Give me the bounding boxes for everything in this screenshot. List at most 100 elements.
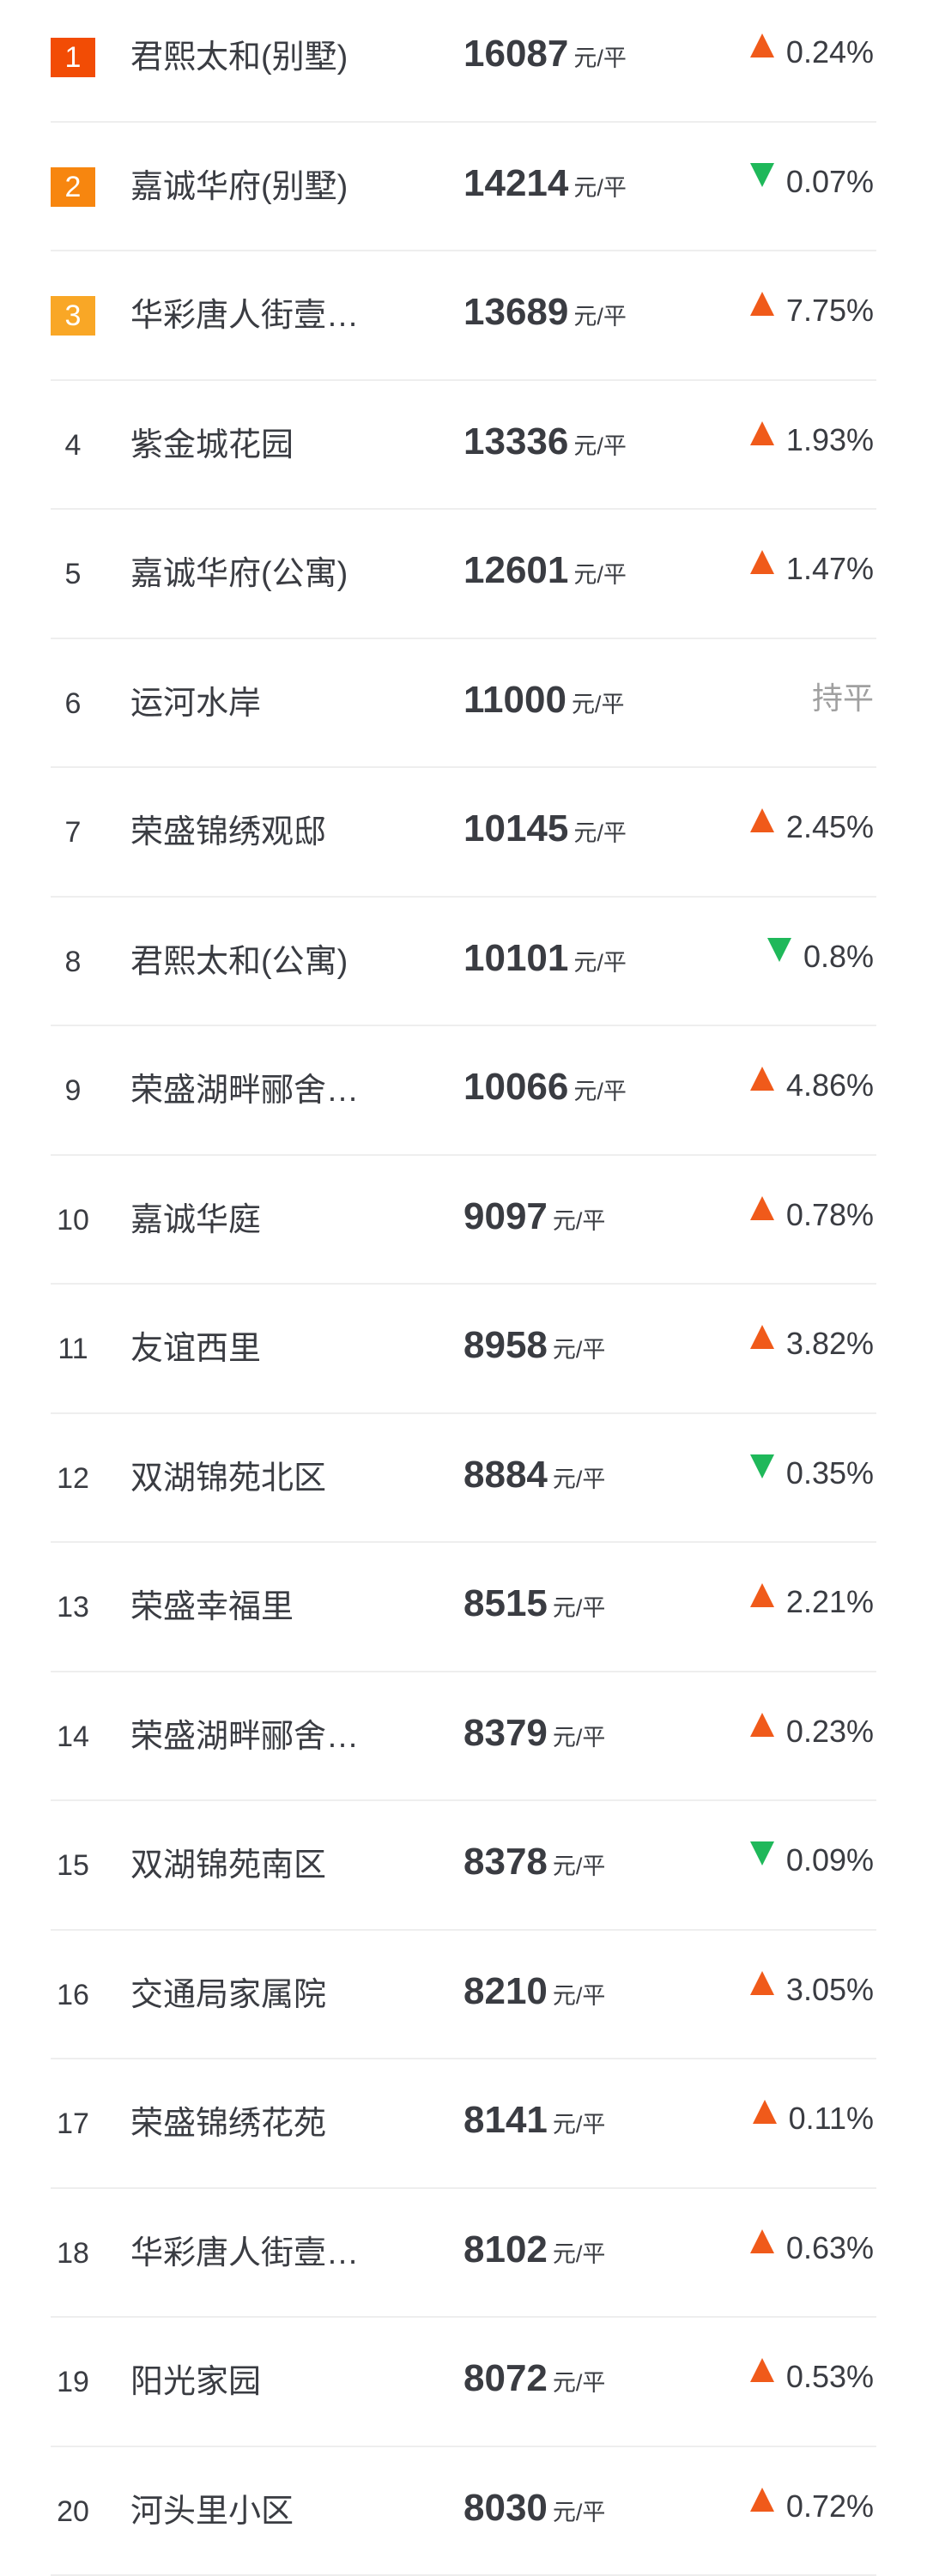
price-value: 16087 — [464, 33, 568, 75]
community-name: 华彩唐人街壹… — [130, 294, 359, 337]
rank-badge: 10 — [51, 1200, 95, 1240]
community-name: 嘉诚华府(公寓) — [130, 553, 348, 596]
community-name: 河头里小区 — [130, 2490, 294, 2533]
rank-badge: 3 — [51, 296, 95, 336]
price-unit: 元/平 — [573, 1079, 627, 1104]
change-value: 0.8% — [767, 935, 874, 978]
arrow-up-icon — [750, 292, 774, 316]
price-value: 8884 — [464, 1454, 548, 1496]
community-name: 阳光家园 — [130, 2361, 261, 2404]
arrow-up-icon — [750, 808, 774, 832]
price-unit: 元/平 — [553, 1208, 606, 1234]
community-name: 友谊西里 — [130, 1327, 261, 1370]
price-unit: 元/平 — [553, 1466, 606, 1492]
rank-badge: 7 — [51, 813, 95, 852]
change-value: 0.72% — [750, 2485, 874, 2528]
community-name: 交通局家属院 — [130, 1974, 326, 2017]
rank-badge: 1 — [51, 38, 95, 77]
change-text: 0.11% — [789, 2101, 874, 2136]
change-text: 2.45% — [786, 809, 874, 844]
price-value: 12601 — [464, 549, 568, 591]
price-value: 8515 — [464, 1582, 548, 1624]
rank-badge: 11 — [51, 1329, 95, 1369]
change-text: 2.21% — [786, 1584, 874, 1619]
change-value: 1.93% — [750, 419, 874, 462]
price-value: 8141 — [464, 2099, 548, 2141]
community-name: 荣盛湖畔郦舍… — [130, 1715, 359, 1758]
community-name: 荣盛锦绣观邸 — [130, 811, 326, 854]
rank-badge: 4 — [51, 426, 95, 465]
price-unit: 元/平 — [553, 1983, 606, 2009]
price-value: 13336 — [464, 420, 568, 463]
change-text: 0.09% — [786, 1842, 874, 1878]
change-text: 3.82% — [786, 1326, 874, 1361]
change-value: 0.78% — [750, 1194, 874, 1237]
price-value: 8072 — [464, 2357, 548, 2399]
community-name: 双湖锦苑北区 — [130, 1457, 326, 1500]
change-text: 0.78% — [786, 1197, 874, 1232]
arrow-up-icon — [750, 550, 774, 574]
community-name: 荣盛湖畔郦舍… — [130, 1069, 359, 1112]
rank-badge: 13 — [51, 1587, 95, 1627]
community-name: 荣盛锦绣花苑 — [130, 2102, 326, 2145]
change-value: 3.82% — [750, 1322, 874, 1365]
price-unit: 元/平 — [573, 562, 627, 588]
price-value: 8379 — [464, 1712, 548, 1754]
change-text: 1.47% — [786, 551, 874, 586]
arrow-up-icon — [750, 1325, 774, 1349]
community-name: 嘉诚华庭 — [130, 1199, 261, 1242]
community-name: 君熙太和(别墅) — [130, 36, 348, 79]
arrow-down-icon — [767, 938, 791, 962]
change-text: 0.35% — [786, 1455, 874, 1491]
rank-badge: 15 — [51, 1846, 95, 1885]
change-value: 0.09% — [750, 1839, 874, 1882]
change-text: 0.23% — [786, 1714, 874, 1749]
change-text: 0.72% — [786, 2488, 874, 2524]
rank-badge: 18 — [51, 2234, 95, 2273]
arrow-up-icon — [750, 421, 774, 445]
price-value: 8030 — [464, 2487, 548, 2529]
price-value: 13689 — [464, 291, 568, 333]
rank-badge: 6 — [51, 684, 95, 723]
arrow-down-icon — [750, 163, 774, 187]
price-unit: 元/平 — [553, 2370, 606, 2396]
rank-badge: 9 — [51, 1071, 95, 1110]
price-unit: 元/平 — [572, 692, 625, 717]
rank-badge: 16 — [51, 1975, 95, 2015]
change-value: 0.24% — [750, 31, 874, 74]
change-value: 0.63% — [750, 2227, 874, 2270]
